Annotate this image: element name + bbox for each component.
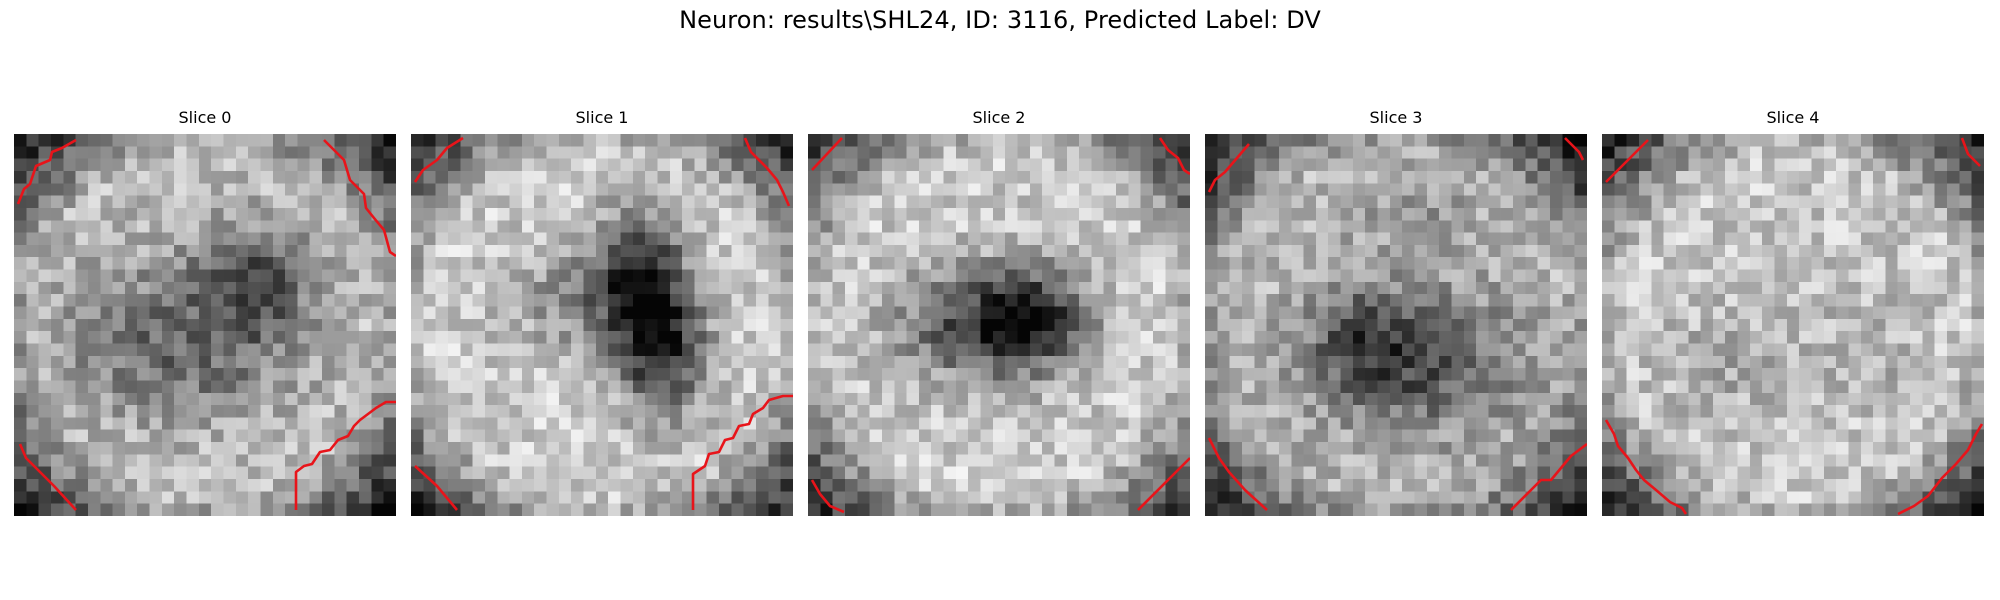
contour-line	[1564, 137, 1585, 161]
contour-line	[18, 443, 77, 511]
contour-line	[1605, 139, 1649, 183]
slice-title-2: Slice 2	[972, 108, 1026, 127]
contour-line	[1510, 442, 1587, 511]
contour-line	[1158, 137, 1190, 176]
contour-line	[1604, 419, 1688, 515]
slice-title-1: Slice 1	[575, 108, 629, 127]
slice-image-4	[1602, 134, 1984, 516]
contour-line	[691, 394, 793, 510]
slice-image-1	[411, 134, 793, 516]
contour-line	[1960, 137, 1981, 167]
contour-line	[810, 479, 845, 514]
contour-line	[1897, 423, 1984, 516]
contour-line	[413, 136, 464, 183]
slice-image-0	[14, 134, 396, 516]
contour-line	[1207, 437, 1268, 511]
contour-line	[811, 137, 843, 171]
slice-title-3: Slice 3	[1369, 108, 1423, 127]
contour-line	[1207, 143, 1250, 193]
contour-line	[16, 138, 77, 205]
slice-title-4: Slice 4	[1766, 108, 1820, 127]
slice-image-2	[808, 134, 1190, 516]
contour-line	[323, 139, 396, 258]
contour-line	[414, 465, 458, 511]
contour-line	[1137, 457, 1190, 511]
figure-title: Neuron: results\SHL24, ID: 3116, Predict…	[679, 6, 1321, 34]
contour-line	[294, 400, 396, 510]
contour-line	[743, 137, 791, 207]
slice-title-0: Slice 0	[178, 108, 232, 127]
slice-image-3	[1205, 134, 1587, 516]
